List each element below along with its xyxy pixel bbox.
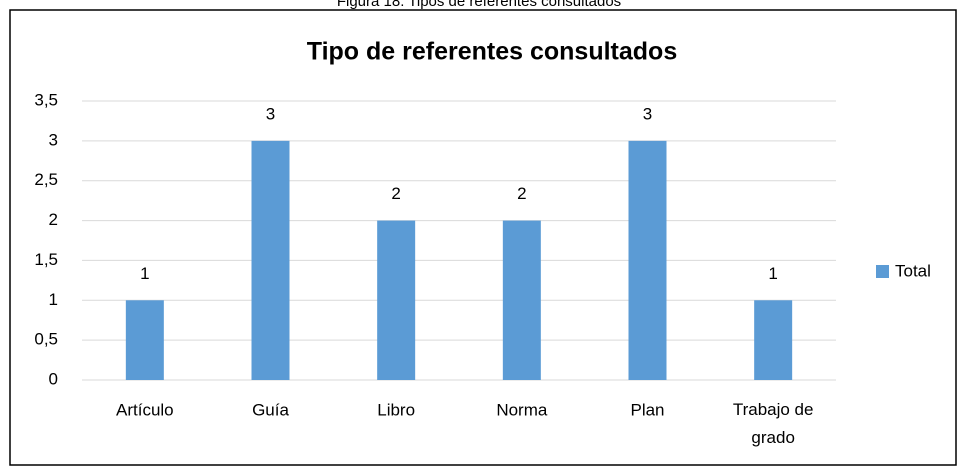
data-label: 3 [643,104,652,123]
bar [377,220,416,380]
y-tick-label: 3 [49,130,58,149]
legend-label: Total [895,261,931,280]
data-label: 2 [517,184,526,203]
data-label: 1 [140,264,149,283]
chart-frame [9,9,957,466]
bar [502,220,541,380]
y-tick-label: 2,5 [34,170,58,189]
bar [251,140,290,380]
y-tick-label: 2 [49,210,58,229]
data-label: 3 [266,104,275,123]
y-tick-label: 1 [49,290,58,309]
x-tick-label: Artículo [116,400,174,419]
y-tick-label: 1,5 [34,250,58,269]
x-tick-label: Libro [377,400,415,419]
data-label: 1 [768,264,777,283]
x-tick-label: Plan [630,400,664,419]
bar [754,300,793,380]
x-tick-label: Norma [496,400,548,419]
y-tick-label: 0,5 [34,330,58,349]
bar [125,300,164,380]
x-tick-label: Guía [252,400,289,419]
legend-swatch [876,265,889,278]
data-label: 2 [391,184,400,203]
caption: Figura 18. Tipos de referentes consultad… [337,0,621,10]
y-tick-label: 0 [49,369,58,388]
chart-title: Tipo de referentes consultados [307,38,677,66]
x-tick-label: Trabajo de grado [733,400,814,447]
bar [628,140,667,380]
y-tick-label: 3,5 [34,90,58,109]
